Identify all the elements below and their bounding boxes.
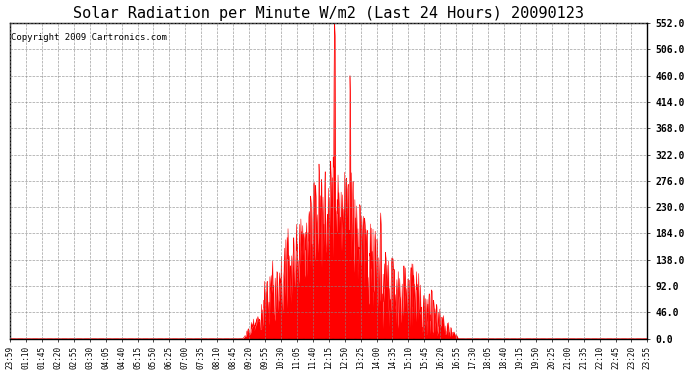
Title: Solar Radiation per Minute W/m2 (Last 24 Hours) 20090123: Solar Radiation per Minute W/m2 (Last 24…	[73, 6, 584, 21]
Text: Copyright 2009 Cartronics.com: Copyright 2009 Cartronics.com	[11, 33, 167, 42]
